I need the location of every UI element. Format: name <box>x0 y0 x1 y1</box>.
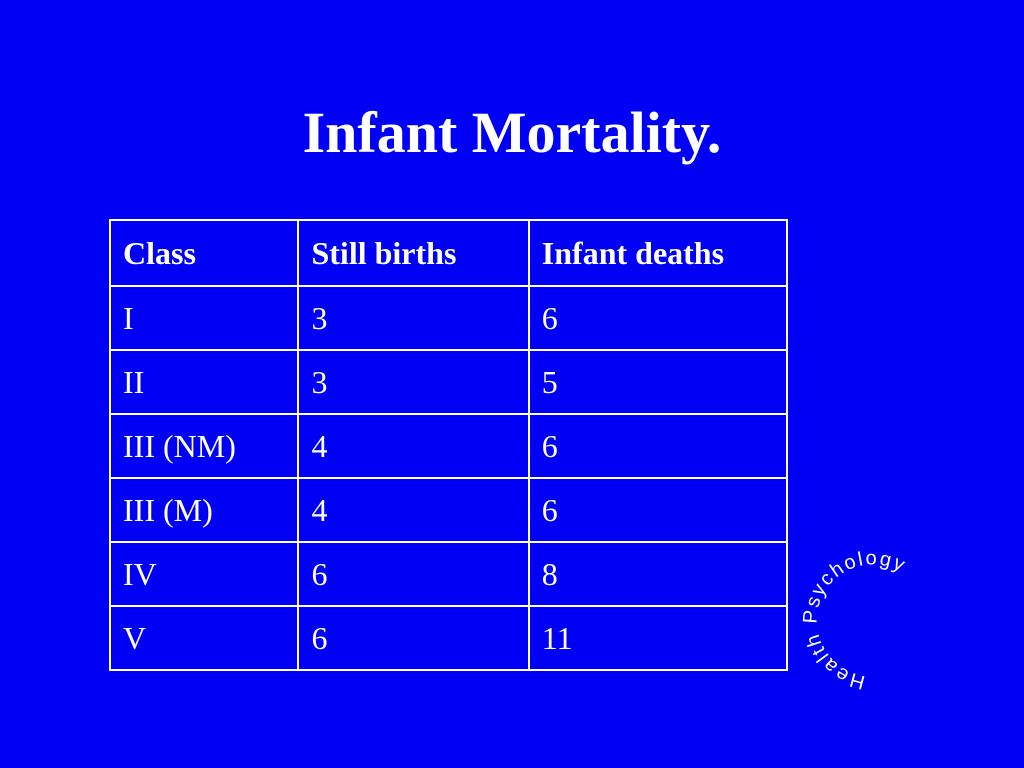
column-header-infant-deaths: Infant deaths <box>527 219 789 287</box>
cell-infant-deaths: 11 <box>527 605 789 671</box>
cell-still-births: 6 <box>297 541 530 607</box>
cell-infant-deaths: 5 <box>527 349 789 415</box>
infant-mortality-table: Class Still births Infant deaths I 3 6 I… <box>108 219 789 671</box>
cell-class: II <box>108 349 300 415</box>
table-header-row: Class Still births Infant deaths <box>108 219 789 287</box>
cell-still-births: 6 <box>297 605 530 671</box>
cell-class: III (M) <box>108 477 300 543</box>
slide-title: Infant Mortality. <box>302 100 722 165</box>
cell-class: I <box>108 285 300 351</box>
logo-text: Health Psychology <box>799 547 909 693</box>
cell-infant-deaths: 6 <box>527 285 789 351</box>
cell-class: IV <box>108 541 300 607</box>
table-row: III (NM) 4 6 <box>108 413 789 479</box>
cell-still-births: 4 <box>297 477 530 543</box>
table-row: III (M) 4 6 <box>108 477 789 543</box>
cell-infant-deaths: 8 <box>527 541 789 607</box>
cell-class: V <box>108 605 300 671</box>
cell-still-births: 3 <box>297 349 530 415</box>
cell-class: III (NM) <box>108 413 300 479</box>
column-header-class: Class <box>108 219 300 287</box>
cell-infant-deaths: 6 <box>527 477 789 543</box>
health-psychology-logo: Health Psychology <box>799 547 909 693</box>
table-row: IV 6 8 <box>108 541 789 607</box>
cell-still-births: 4 <box>297 413 530 479</box>
cell-infant-deaths: 6 <box>527 413 789 479</box>
table-row: II 3 5 <box>108 349 789 415</box>
table-row: V 6 11 <box>108 605 789 671</box>
column-header-still-births: Still births <box>297 219 530 287</box>
cell-still-births: 3 <box>297 285 530 351</box>
table-row: I 3 6 <box>108 285 789 351</box>
